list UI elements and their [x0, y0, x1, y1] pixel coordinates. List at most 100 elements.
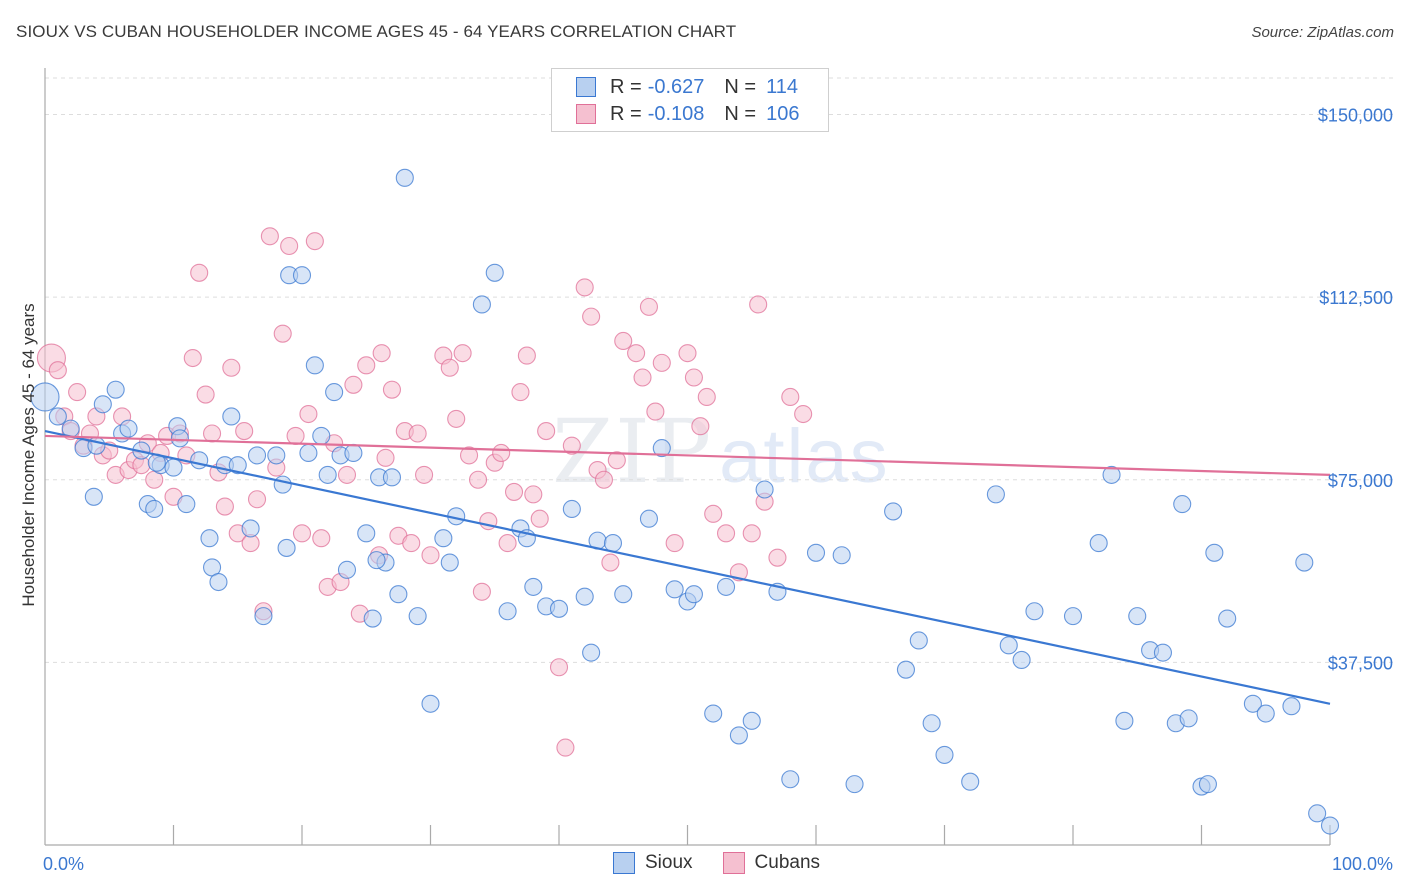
sioux-point [277, 538, 296, 557]
cubans-point [607, 451, 626, 470]
cubans-point [492, 443, 511, 463]
cubans-point [517, 346, 536, 365]
cubans-point [749, 295, 768, 314]
sioux-point [1256, 704, 1275, 723]
sioux-point [1153, 643, 1172, 662]
sioux-point [209, 572, 228, 592]
sioux-point [292, 266, 312, 285]
sioux-point [30, 382, 60, 412]
sioux-point [1218, 609, 1237, 628]
sioux-point [200, 529, 219, 548]
cubans-point [273, 324, 292, 343]
sioux-point [549, 599, 569, 618]
sioux-point [1243, 694, 1262, 713]
cubans-point [537, 422, 556, 441]
cubans-point [299, 404, 318, 424]
sioux-point [603, 534, 623, 553]
cubans-point [768, 548, 787, 567]
sioux-point [498, 602, 517, 621]
cubans-point [280, 236, 299, 256]
sioux-point [781, 770, 800, 789]
sioux-point [367, 551, 386, 570]
cubans-point [312, 529, 331, 548]
sioux-point [472, 295, 491, 314]
cubans-point [678, 344, 697, 363]
legend-item-sioux[interactable]: Sioux [613, 852, 693, 874]
y-axis-label: Householder Income Ages 45 - 64 years [19, 303, 38, 606]
cubans-point [68, 383, 87, 402]
sioux-point [614, 585, 633, 604]
sioux-point [363, 609, 382, 628]
sioux-point [408, 607, 427, 626]
sioux-point [1198, 775, 1217, 794]
cubans-point [601, 553, 620, 572]
tick-labels: $37,500 $75,000 $112,500 $150,000 0.0% 100.0% [43, 106, 1393, 874]
cubans-point [344, 375, 363, 394]
legend-row-cubans: R = -0.108 N = 106 [576, 101, 799, 127]
cubans-point [652, 353, 671, 372]
cubans-point [408, 424, 427, 443]
sioux-point [222, 407, 241, 426]
cubans-point [704, 504, 723, 523]
sioux-point [267, 446, 286, 465]
cubans-point [372, 344, 391, 363]
cubans-point [215, 497, 234, 516]
sioux-point [382, 468, 402, 487]
cubans-point [421, 546, 440, 565]
x-tick-label-max: 100.0% [1332, 854, 1393, 874]
sioux-point [961, 772, 980, 791]
sioux-point [1115, 711, 1134, 730]
sioux-point [1128, 607, 1147, 626]
sioux-point [337, 560, 357, 579]
sioux-point [896, 660, 916, 679]
sioux-point [1025, 602, 1044, 621]
cubans-point [627, 344, 646, 363]
sioux-point [305, 356, 324, 375]
cubans-point [684, 368, 703, 387]
sioux-point [704, 704, 723, 723]
cubans-point [183, 348, 202, 368]
sioux-point [909, 631, 928, 650]
cubans-point [286, 426, 305, 445]
legend-item-cubans[interactable]: Cubans [722, 852, 820, 874]
sioux-point [1179, 709, 1198, 728]
series-legend: Sioux Cubans [613, 852, 850, 874]
cubans-point [498, 534, 517, 553]
cubans-point [337, 465, 357, 484]
cubans-point [440, 358, 459, 377]
sioux-swatch [576, 77, 596, 97]
sioux-point [582, 643, 601, 662]
cubans-point [639, 297, 659, 316]
cubans-point [742, 524, 761, 543]
sioux-point [440, 553, 459, 572]
cubans-point [247, 490, 267, 509]
sioux-point [254, 607, 273, 626]
cubans-point [357, 356, 376, 375]
sioux-point [106, 380, 125, 399]
sioux-point [177, 495, 196, 514]
cubans-point [633, 368, 652, 387]
sioux-point [228, 456, 247, 475]
cubans-point [504, 482, 524, 501]
cubans-point [697, 387, 716, 407]
legend-row-sioux: R = -0.627 N = 114 [576, 74, 798, 100]
correlation-legend: R = -0.627 N = 114 R = -0.108 N = 106 [551, 68, 829, 132]
sioux-point [999, 636, 1018, 655]
sioux-point [190, 451, 209, 470]
cubans-point [575, 278, 594, 297]
cubans-point [646, 402, 665, 421]
sioux-point [639, 509, 659, 528]
cubans-point [549, 658, 569, 677]
sioux-point [170, 429, 189, 448]
n-value: 114 [766, 75, 798, 98]
sioux-point [742, 711, 761, 730]
sioux-point [485, 263, 504, 282]
cubans-point [48, 361, 67, 380]
sioux-point [986, 485, 1005, 504]
cubans-point [415, 465, 434, 484]
sioux-point [575, 587, 594, 606]
cubans-point [781, 387, 800, 407]
sioux-legend-label: Sioux [645, 852, 693, 873]
sioux-point [357, 524, 376, 543]
sioux-trend-line [44, 429, 1331, 705]
